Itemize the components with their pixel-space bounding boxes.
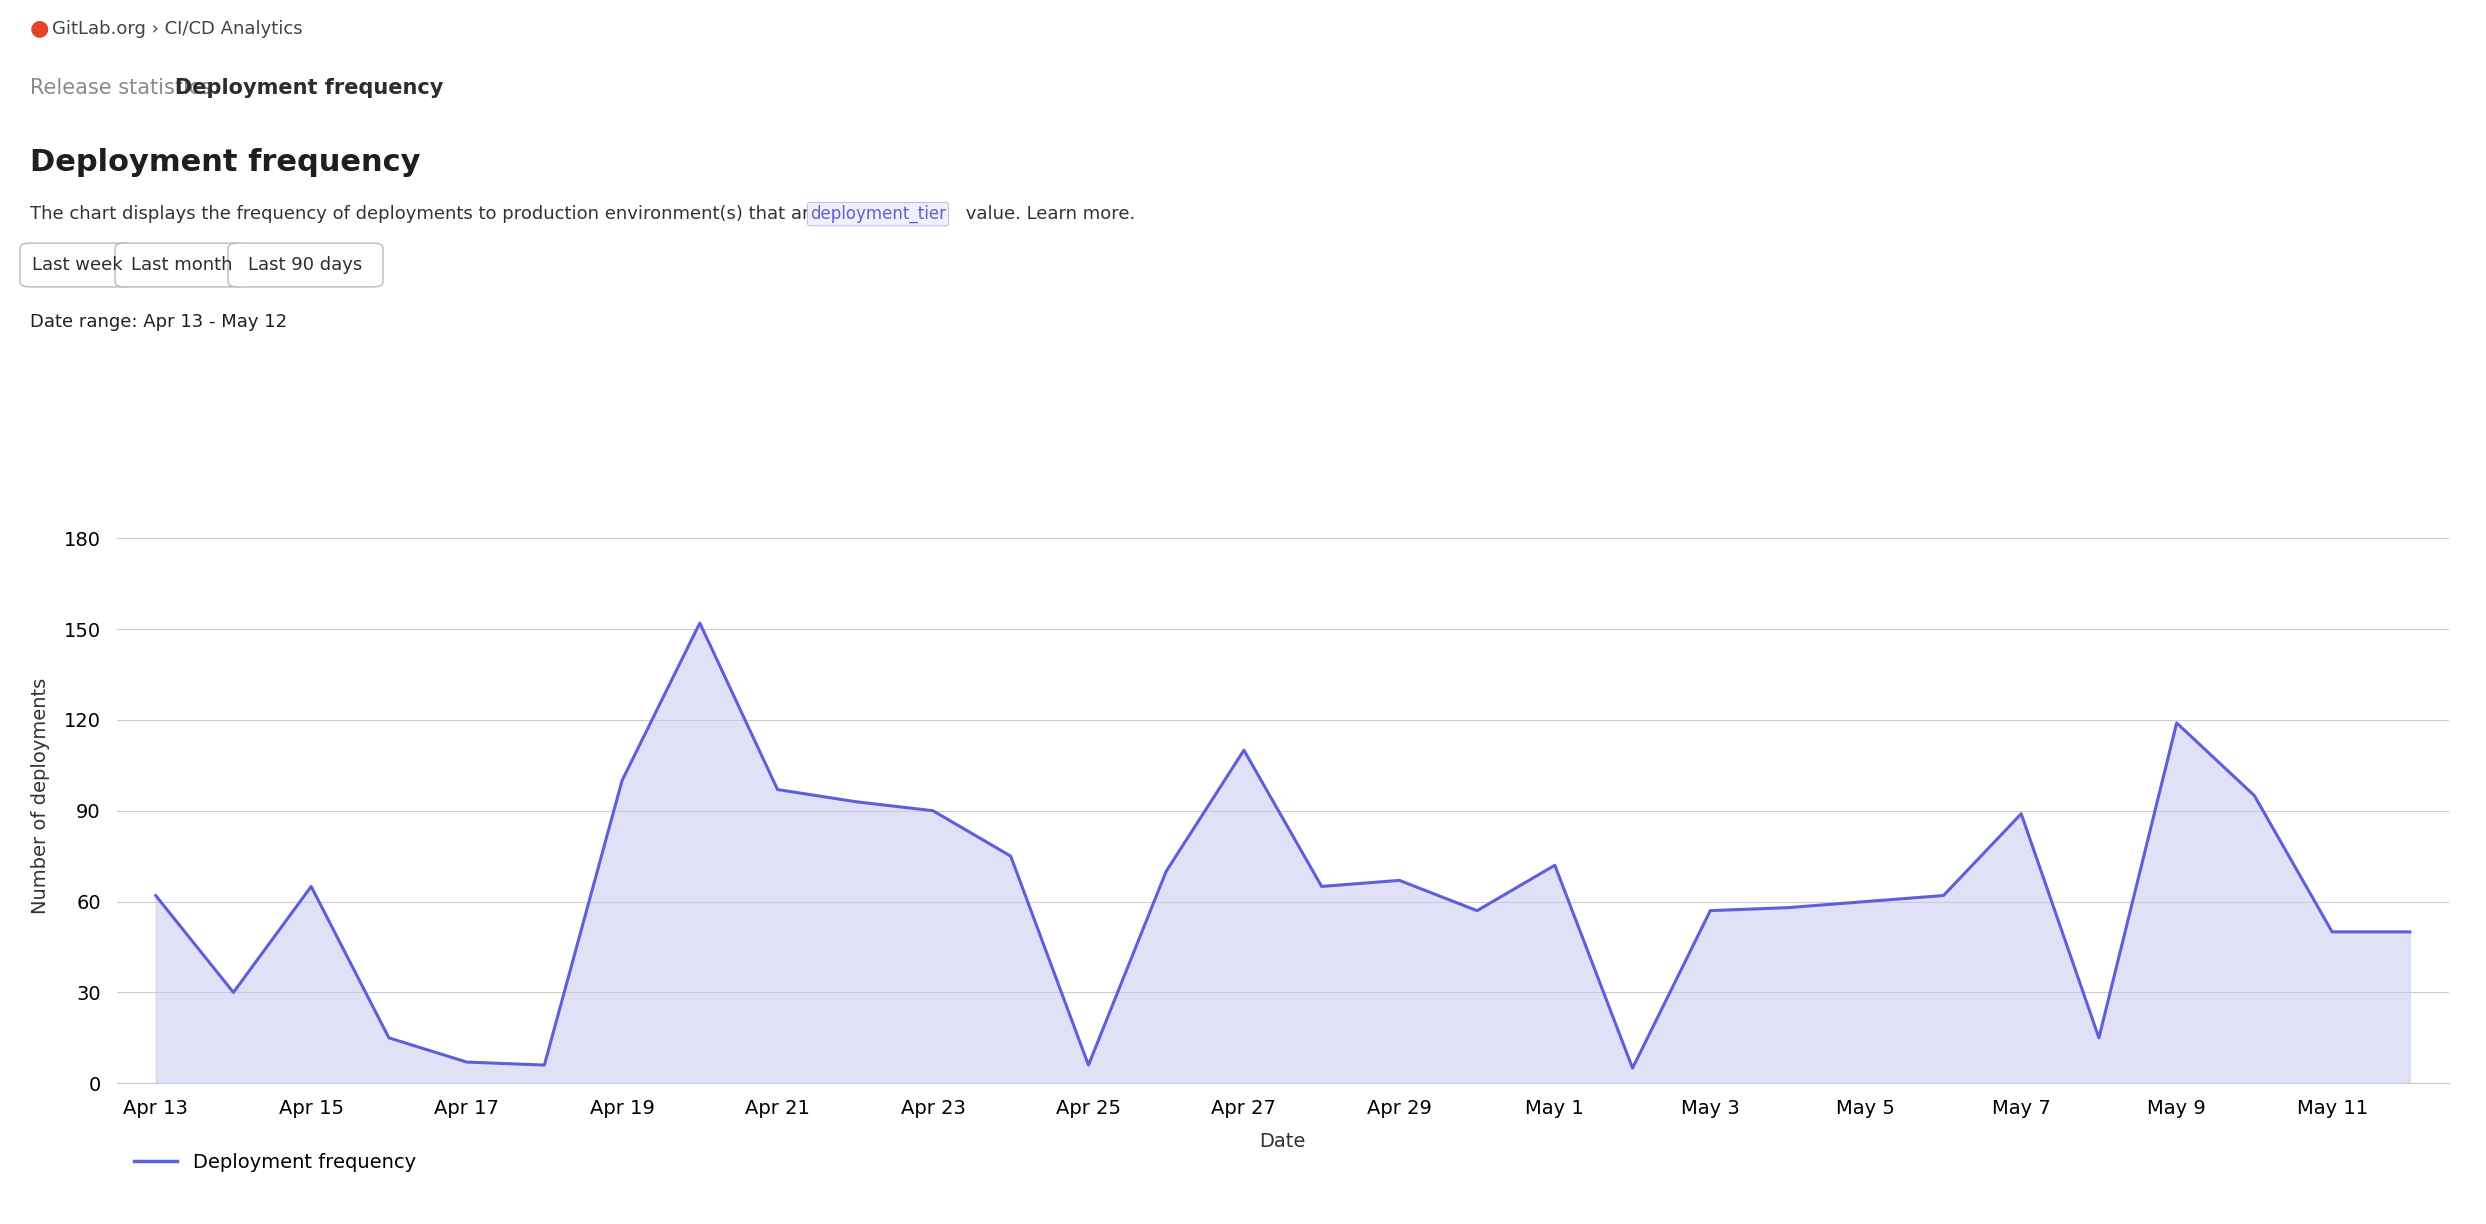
Text: value. Learn more.: value. Learn more.: [960, 204, 1136, 223]
Text: ●: ●: [30, 18, 50, 38]
Text: deployment_tier: deployment_tier: [810, 204, 947, 223]
Text: The chart displays the frequency of deployments to production environment(s) tha: The chart displays the frequency of depl…: [30, 204, 945, 223]
Y-axis label: Number of deployments: Number of deployments: [30, 677, 50, 914]
Legend: Deployment frequency: Deployment frequency: [127, 1146, 423, 1180]
Text: Deployment frequency: Deployment frequency: [174, 78, 443, 98]
Text: GitLab.org › CI/CD Analytics: GitLab.org › CI/CD Analytics: [52, 20, 303, 38]
Text: Last 90 days: Last 90 days: [249, 256, 363, 274]
Text: Release statistics: Release statistics: [30, 78, 211, 98]
Text: Last week: Last week: [32, 256, 122, 274]
Text: Last month: Last month: [132, 256, 231, 274]
Text: Deployment frequency: Deployment frequency: [30, 148, 420, 177]
Text: Date range: Apr 13 - May 12: Date range: Apr 13 - May 12: [30, 313, 286, 330]
X-axis label: Date: Date: [1260, 1132, 1305, 1151]
